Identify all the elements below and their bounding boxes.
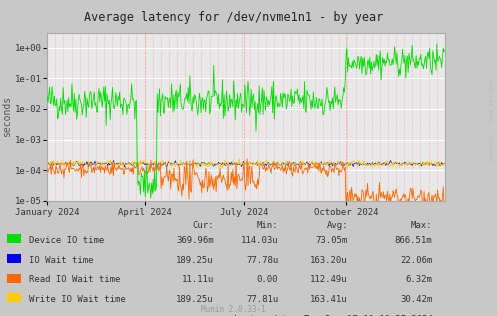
Text: 114.03u: 114.03u bbox=[241, 236, 278, 245]
Text: RRDTOOL / TOBI OETIKER: RRDTOOL / TOBI OETIKER bbox=[490, 79, 495, 161]
Text: 112.49u: 112.49u bbox=[310, 276, 348, 284]
Text: 163.41u: 163.41u bbox=[310, 295, 348, 304]
Text: Munin 2.0.33-1: Munin 2.0.33-1 bbox=[201, 306, 266, 314]
Text: 0.00: 0.00 bbox=[257, 276, 278, 284]
Text: 866.51m: 866.51m bbox=[395, 236, 432, 245]
Text: 6.32m: 6.32m bbox=[406, 276, 432, 284]
Text: 369.96m: 369.96m bbox=[176, 236, 214, 245]
Text: Read IO Wait time: Read IO Wait time bbox=[29, 276, 120, 284]
Text: 77.81u: 77.81u bbox=[246, 295, 278, 304]
Text: 22.06m: 22.06m bbox=[400, 256, 432, 265]
Text: 30.42m: 30.42m bbox=[400, 295, 432, 304]
Text: Avg:: Avg: bbox=[327, 221, 348, 230]
Text: Cur:: Cur: bbox=[192, 221, 214, 230]
Text: 73.05m: 73.05m bbox=[316, 236, 348, 245]
Text: 163.20u: 163.20u bbox=[310, 256, 348, 265]
Text: Write IO Wait time: Write IO Wait time bbox=[29, 295, 126, 304]
Text: 77.78u: 77.78u bbox=[246, 256, 278, 265]
Text: Min:: Min: bbox=[257, 221, 278, 230]
Text: 11.11u: 11.11u bbox=[181, 276, 214, 284]
Text: 189.25u: 189.25u bbox=[176, 256, 214, 265]
Text: Average latency for /dev/nvme1n1 - by year: Average latency for /dev/nvme1n1 - by ye… bbox=[84, 11, 383, 24]
Text: IO Wait time: IO Wait time bbox=[29, 256, 93, 265]
Text: 189.25u: 189.25u bbox=[176, 295, 214, 304]
Text: Device IO time: Device IO time bbox=[29, 236, 104, 245]
Text: Last update: Tue Dec 17 00:00:37 2024: Last update: Tue Dec 17 00:00:37 2024 bbox=[234, 315, 432, 316]
Text: Max:: Max: bbox=[411, 221, 432, 230]
Y-axis label: seconds: seconds bbox=[2, 96, 12, 137]
